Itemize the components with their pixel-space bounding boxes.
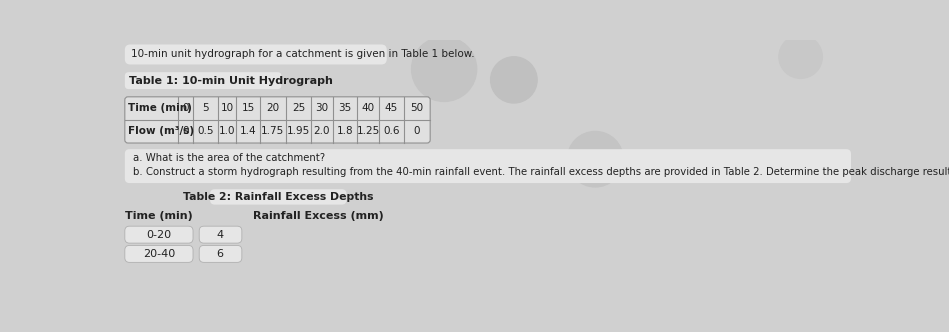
FancyBboxPatch shape [125,226,193,243]
Text: 0: 0 [182,126,189,136]
Circle shape [412,37,476,102]
Text: 0.6: 0.6 [383,126,400,136]
Text: 0-20: 0-20 [146,230,172,240]
FancyBboxPatch shape [210,189,346,205]
Circle shape [779,35,823,78]
Circle shape [491,57,537,103]
Text: 10: 10 [220,103,233,113]
Text: 45: 45 [384,103,398,113]
Text: Flow (m³/s): Flow (m³/s) [128,126,194,136]
Text: 40: 40 [362,103,375,113]
Text: 50: 50 [410,103,423,113]
Circle shape [568,131,623,187]
Text: 6: 6 [216,249,224,259]
FancyBboxPatch shape [125,149,851,183]
Text: 0.5: 0.5 [197,126,214,136]
Text: 30: 30 [315,103,328,113]
FancyBboxPatch shape [199,226,242,243]
Text: 1.75: 1.75 [261,126,285,136]
Text: 15: 15 [241,103,254,113]
Text: 1.4: 1.4 [240,126,256,136]
Text: Table 2: Rainfall Excess Depths: Table 2: Rainfall Excess Depths [183,192,374,202]
FancyBboxPatch shape [125,245,193,262]
Text: 25: 25 [291,103,305,113]
Text: 0: 0 [182,103,189,113]
FancyBboxPatch shape [199,245,242,262]
Text: 4: 4 [216,230,224,240]
Text: 5: 5 [202,103,209,113]
Text: 1.0: 1.0 [219,126,235,136]
Text: Table 1: 10-min Unit Hydrograph: Table 1: 10-min Unit Hydrograph [129,76,333,86]
Text: 10-min unit hydrograph for a catchment is given in Table 1 below.: 10-min unit hydrograph for a catchment i… [131,49,474,59]
Text: 35: 35 [338,103,351,113]
Text: Time (min): Time (min) [128,103,192,113]
Text: 1.8: 1.8 [337,126,353,136]
FancyBboxPatch shape [125,44,387,64]
Text: 1.95: 1.95 [287,126,310,136]
Text: 20: 20 [267,103,279,113]
FancyBboxPatch shape [125,97,430,143]
Text: 20-40: 20-40 [142,249,175,259]
Text: b. Construct a storm hydrograph resulting from the 40-min rainfall event. The ra: b. Construct a storm hydrograph resultin… [133,167,949,177]
FancyBboxPatch shape [125,72,281,89]
Text: 0: 0 [414,126,420,136]
Text: a. What is the area of the catchment?: a. What is the area of the catchment? [133,153,325,163]
Text: 1.25: 1.25 [357,126,380,136]
Text: Time (min): Time (min) [125,211,193,221]
Text: 2.0: 2.0 [313,126,330,136]
Text: Rainfall Excess (mm): Rainfall Excess (mm) [253,211,384,221]
